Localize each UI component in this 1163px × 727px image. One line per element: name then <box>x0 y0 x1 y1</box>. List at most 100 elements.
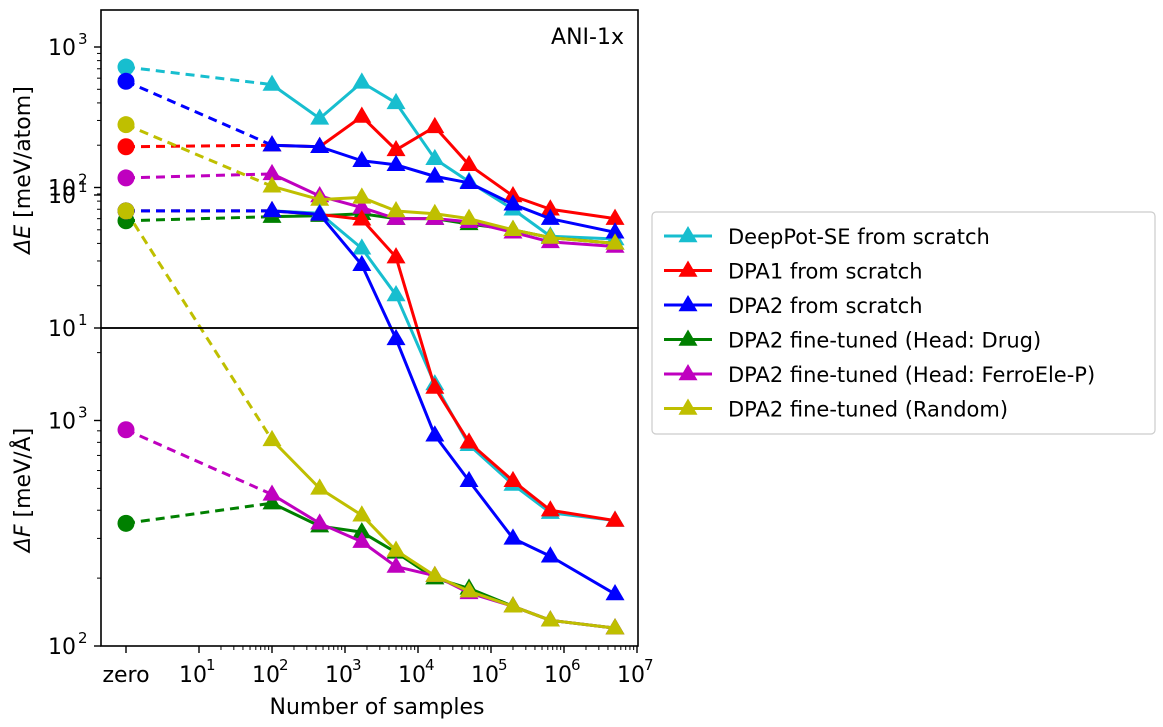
bottom-series-magenta <box>117 421 625 635</box>
top-magenta-marker <box>352 197 372 214</box>
top-olive-marker <box>540 227 560 244</box>
bottom-y-tick-exp: 3 <box>78 404 88 422</box>
bottom-blue-marker <box>425 425 445 442</box>
top-series-blue <box>117 72 625 239</box>
x-axis: zero 10 1 10 2 10 3 10 4 10 5 10 6 10 7 <box>102 646 654 688</box>
bottom-olive-zero-marker <box>117 202 135 220</box>
top-magenta-dashed-segment <box>125 172 273 180</box>
top-y-axis-label: ΔE [meV/atom] <box>11 86 36 256</box>
top-olive-marker <box>352 187 372 204</box>
legend-entry-blue: DPA2 from scratch <box>664 294 923 318</box>
top-red-marker <box>352 106 372 123</box>
legend-entry-green: DPA2 fine-tuned (Head: Drug) <box>664 329 1041 353</box>
top-blue-marker <box>386 154 406 172</box>
top-red-marker <box>540 199 560 216</box>
bottom-magenta-marker <box>310 513 330 530</box>
top-y-symbol: ΔE <box>11 225 36 256</box>
bottom-series-olive <box>117 202 625 635</box>
bottom-blue-marker <box>459 470 479 488</box>
top-series-olive <box>117 116 625 250</box>
top-blue-marker <box>605 222 625 239</box>
bottom-green-marker <box>262 493 282 510</box>
legend-label-red: DPA1 from scratch <box>728 260 923 284</box>
top-cyan-marker <box>386 92 406 110</box>
x-axis-label: Number of samples <box>269 695 484 720</box>
top-y-tick-label: 10 <box>48 36 76 61</box>
bottom-green-dashed-segment <box>125 501 273 525</box>
legend-marker-green <box>678 329 698 346</box>
bottom-green-zero-marker <box>117 514 135 532</box>
x-tick-label: 10 <box>325 663 353 688</box>
legend-entry-cyan: DeepPot-SE from scratch <box>664 225 990 249</box>
bottom-olive-marker <box>310 478 330 495</box>
top-olive-marker <box>310 189 330 206</box>
bottom-red-marker <box>540 500 560 517</box>
top-y-tick-exp: 3 <box>78 30 88 48</box>
top-cyan-marker <box>262 74 282 91</box>
top-olive-marker <box>262 176 282 193</box>
bottom-blue-marker <box>352 254 372 272</box>
top-cyan-dashed-segment <box>125 65 273 87</box>
legend-label-green: DPA2 fine-tuned (Head: Drug) <box>728 329 1041 353</box>
legend-entry-red: DPA1 from scratch <box>664 260 923 284</box>
legend-label-olive: DPA2 fine-tuned (Random) <box>728 398 1008 422</box>
top-red-marker <box>386 139 406 157</box>
bottom-red-marker <box>352 209 372 226</box>
legend-frame <box>651 211 1156 435</box>
bottom-series-red <box>117 200 625 527</box>
top-olive-marker <box>605 233 625 250</box>
top-olive-marker <box>425 203 445 220</box>
legend-marker-magenta <box>678 364 698 381</box>
panel-annotation: ANI-1x <box>551 25 624 50</box>
bottom-olive-marker <box>262 429 282 447</box>
x-tick-label: 10 <box>179 663 207 688</box>
legend-label-magenta: DPA2 fine-tuned (Head: FerroEle-P) <box>728 363 1095 387</box>
top-olive-dashed-segment <box>125 123 273 188</box>
top-olive-marker <box>459 208 479 225</box>
legend-entry-olive: DPA2 fine-tuned (Random) <box>664 398 1008 422</box>
x-tick-label: 10 <box>471 663 499 688</box>
top-blue-marker <box>352 150 372 167</box>
bottom-magenta-dashed-segment <box>125 428 273 496</box>
x-tick-exp: 3 <box>352 656 362 674</box>
top-red-marker <box>425 116 445 134</box>
bottom-red-marker <box>425 377 445 394</box>
bottom-magenta-marker <box>386 556 406 573</box>
bottom-olive-marker <box>605 618 625 635</box>
x-tick-exp: 5 <box>498 656 508 674</box>
top-blue-marker <box>540 208 560 225</box>
x-tick-exp: 2 <box>279 656 289 674</box>
bottom-y-tick-exp: 2 <box>78 629 88 647</box>
x-tick-label-zero: zero <box>102 663 149 688</box>
top-cyan-marker <box>425 148 445 166</box>
top-red-marker <box>459 154 479 172</box>
bottom-olive-dashed-segment <box>124 210 274 441</box>
bottom-olive-marker <box>540 610 560 627</box>
top-olive-marker <box>503 219 523 236</box>
legend-label-blue: DPA2 from scratch <box>728 294 923 318</box>
top-red-marker <box>503 185 523 203</box>
bottom-red-line <box>271 209 616 523</box>
top-blue-marker <box>503 194 523 211</box>
bottom-olive-marker <box>503 596 523 613</box>
bottom-axes-frame <box>100 327 639 647</box>
top-blue-marker <box>425 166 445 183</box>
top-cyan-marker <box>352 72 372 89</box>
bottom-magenta-marker <box>262 484 282 501</box>
top-cyan-marker <box>310 108 330 125</box>
top-y-tick-label: 10 <box>48 317 76 342</box>
legend-marker-blue <box>678 295 698 312</box>
top-y-tick-label: 10 <box>48 177 76 202</box>
top-green-dashed-segment <box>125 215 273 223</box>
bottom-olive-marker <box>459 581 479 598</box>
top-blue-marker <box>310 136 330 153</box>
top-red-marker <box>605 208 625 225</box>
x-tick-label: 10 <box>252 663 280 688</box>
bottom-y-axis-label: ΔF [meV/Å] <box>9 428 36 554</box>
x-tick-exp: 6 <box>571 656 581 674</box>
bottom-cyan-line <box>271 209 616 523</box>
bottom-series-cyan <box>117 200 625 527</box>
bottom-y-symbol: ΔF <box>11 524 36 554</box>
